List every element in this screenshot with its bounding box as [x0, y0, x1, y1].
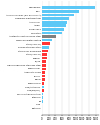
Bar: [42, 60, 46, 63]
Bar: [42, 39, 52, 42]
Bar: [42, 53, 47, 56]
Bar: [42, 17, 70, 20]
Bar: [42, 71, 45, 74]
Bar: [42, 24, 66, 27]
Bar: [42, 14, 74, 16]
Bar: [42, 75, 45, 78]
Bar: [42, 96, 43, 99]
Bar: [42, 82, 44, 85]
Bar: [42, 50, 48, 52]
Bar: [42, 6, 95, 9]
Bar: [42, 68, 46, 70]
Bar: [42, 21, 68, 24]
Bar: [42, 86, 44, 88]
Bar: [42, 10, 79, 13]
Bar: [42, 46, 49, 49]
Bar: [42, 28, 64, 31]
Bar: [42, 64, 46, 67]
Bar: [42, 57, 47, 59]
Bar: [42, 93, 43, 96]
Bar: [42, 35, 56, 38]
Bar: [42, 78, 44, 81]
Bar: [42, 42, 50, 45]
Bar: [42, 100, 43, 103]
Bar: [42, 32, 62, 34]
Bar: [42, 89, 44, 92]
